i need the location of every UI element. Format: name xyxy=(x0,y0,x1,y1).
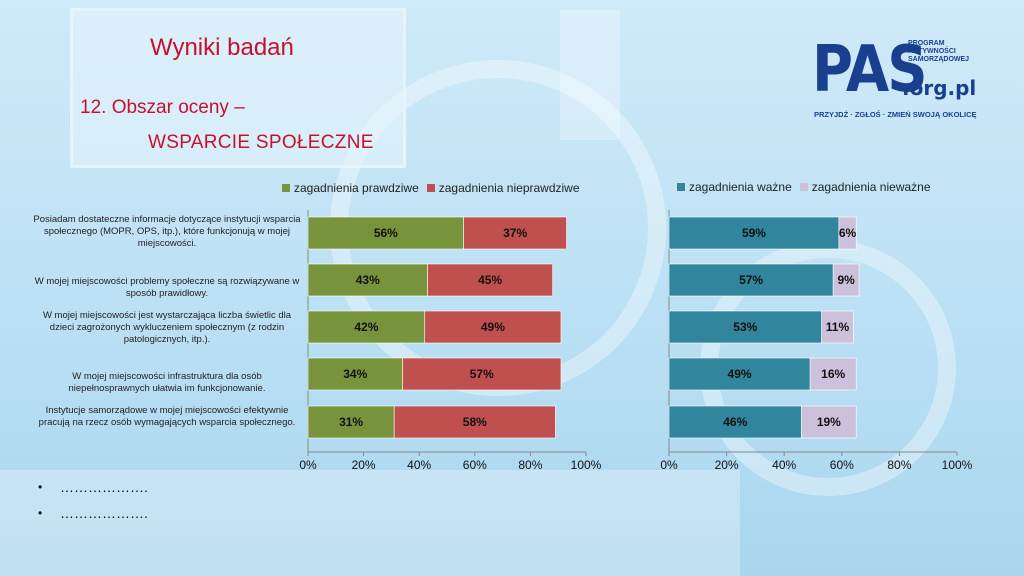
bar-data-label: 11% xyxy=(826,320,850,334)
x-tick-label: 100% xyxy=(571,458,602,472)
legend-label: zagadnienia ważne xyxy=(689,180,792,194)
slide-subtitle-line2: WSPARCIE SPOŁECZNE xyxy=(148,132,374,153)
bullet-item: • ………………. xyxy=(38,474,148,500)
bar-segment xyxy=(307,216,464,250)
x-tick-label: 20% xyxy=(715,458,739,472)
bar-segment xyxy=(668,405,802,439)
bar-segment xyxy=(307,357,403,391)
category-label: W mojej miejscowości jest wystarczająca … xyxy=(42,310,292,345)
x-tick-label: 0% xyxy=(660,458,678,472)
bar-segment xyxy=(838,216,857,250)
category-label: Posiadam dostateczne informacje dotycząc… xyxy=(33,214,301,249)
legend-label: zagadnienia nieważne xyxy=(811,180,931,194)
bar-data-label: 57% xyxy=(470,367,494,381)
bar-segment xyxy=(463,216,567,250)
bar-data-label: 37% xyxy=(503,226,527,240)
x-tick-label: 20% xyxy=(352,458,376,472)
logo-small-line: AKTYWNOŚCI xyxy=(908,48,956,55)
bar-data-label: 43% xyxy=(356,273,380,287)
bullet-text: ………………. xyxy=(60,505,148,521)
legend-item: zagadnienia prawdziwe xyxy=(282,181,419,195)
bullet-dot: • xyxy=(38,506,43,520)
legend-left: zagadnienia prawdziwe zagadnienia niepra… xyxy=(282,181,588,195)
bar-data-label: 49% xyxy=(728,367,752,381)
logo-small-line: SAMORZĄDOWEJ xyxy=(908,56,970,63)
bar-data-label: 9% xyxy=(837,273,855,287)
bar-segment xyxy=(427,263,553,297)
background-bar-decoration xyxy=(560,10,620,140)
bar-segment xyxy=(393,405,556,439)
bar-segment xyxy=(307,263,428,297)
bar-data-label: 53% xyxy=(733,320,757,334)
bar-data-label: 31% xyxy=(339,415,363,429)
legend-item: zagadnienia ważne xyxy=(677,180,792,194)
category-label: W mojej miejscowości problemy społeczne … xyxy=(34,276,300,299)
legend-swatch-green xyxy=(282,184,290,192)
x-tick-label: 100% xyxy=(942,458,973,472)
bullet-list: • ………………. • ………………. xyxy=(38,474,148,526)
category-label: Instytucje samorządowe w mojej miejscowo… xyxy=(38,405,296,428)
bar-data-label: 45% xyxy=(478,273,502,287)
legend-swatch-lilac xyxy=(799,183,808,191)
bar-segment xyxy=(832,263,860,297)
bar-segment xyxy=(307,405,395,439)
logo-small-line: PROGRAM xyxy=(908,40,945,47)
logo-main-text: PAS xyxy=(812,32,928,107)
bullet-item: • ………………. xyxy=(38,500,148,526)
bar-segment xyxy=(821,310,854,344)
bar-data-label: 19% xyxy=(817,415,841,429)
legend-label: zagadnienia prawdziwe xyxy=(294,181,419,195)
x-tick-label: 0% xyxy=(299,458,317,472)
bar-data-label: 59% xyxy=(742,226,766,240)
logo-org-text: .org.pl xyxy=(902,76,977,100)
bar-data-label: 16% xyxy=(821,367,845,381)
bar-segment xyxy=(402,357,562,391)
logo-small-text: PROGRAM AKTYWNOŚCI SAMORZĄDOWEJ xyxy=(908,40,978,64)
slide-subtitle-line1: 12. Obszar oceny – xyxy=(80,97,245,118)
legend-swatch-red xyxy=(426,184,435,192)
bar-segment xyxy=(809,357,857,391)
x-tick-label: 80% xyxy=(518,458,542,472)
bar-data-label: 56% xyxy=(374,226,398,240)
legend-label: zagadnienia nieprawdziwe xyxy=(438,181,580,195)
bar-segment xyxy=(668,310,822,344)
legend-swatch-teal xyxy=(677,183,685,191)
bar-data-label: 46% xyxy=(723,415,747,429)
bar-data-label: 57% xyxy=(739,273,763,287)
title-frame xyxy=(70,8,406,168)
legend-item: zagadnienia nieprawdziwe xyxy=(426,181,580,195)
bullet-text: ………………. xyxy=(60,479,148,495)
legend-right: zagadnienia ważne zagadnienia nieważne xyxy=(677,180,939,194)
legend-item: zagadnienia nieważne xyxy=(799,180,931,194)
slide-title: Wyniki badań xyxy=(150,34,294,61)
bar-segment xyxy=(801,405,857,439)
bar-data-label: 58% xyxy=(463,415,487,429)
bar-data-label: 49% xyxy=(481,320,505,334)
x-tick-label: 80% xyxy=(887,458,911,472)
bar-segment xyxy=(307,310,426,344)
x-tick-label: 40% xyxy=(407,458,431,472)
background-bar-decoration xyxy=(0,470,740,576)
x-tick-label: 60% xyxy=(830,458,854,472)
bar-segment xyxy=(424,310,562,344)
bullet-dot: • xyxy=(38,480,43,494)
bar-data-label: 42% xyxy=(354,320,378,334)
category-label: W mojej miejscowości infrastruktura dla … xyxy=(68,371,266,394)
x-tick-label: 40% xyxy=(772,458,796,472)
logo-slogan: PRZYJDŹ · ZGŁOŚ · ZMIEŃ SWOJĄ OKOLICĘ xyxy=(814,110,977,119)
bar-data-label: 6% xyxy=(839,226,857,240)
bar-segment xyxy=(668,357,811,391)
x-tick-label: 60% xyxy=(463,458,487,472)
bar-segment xyxy=(668,216,840,250)
pas-logo: PAS PROGRAM AKTYWNOŚCI SAMORZĄDOWEJ .org… xyxy=(812,32,977,124)
bar-data-label: 34% xyxy=(343,367,367,381)
